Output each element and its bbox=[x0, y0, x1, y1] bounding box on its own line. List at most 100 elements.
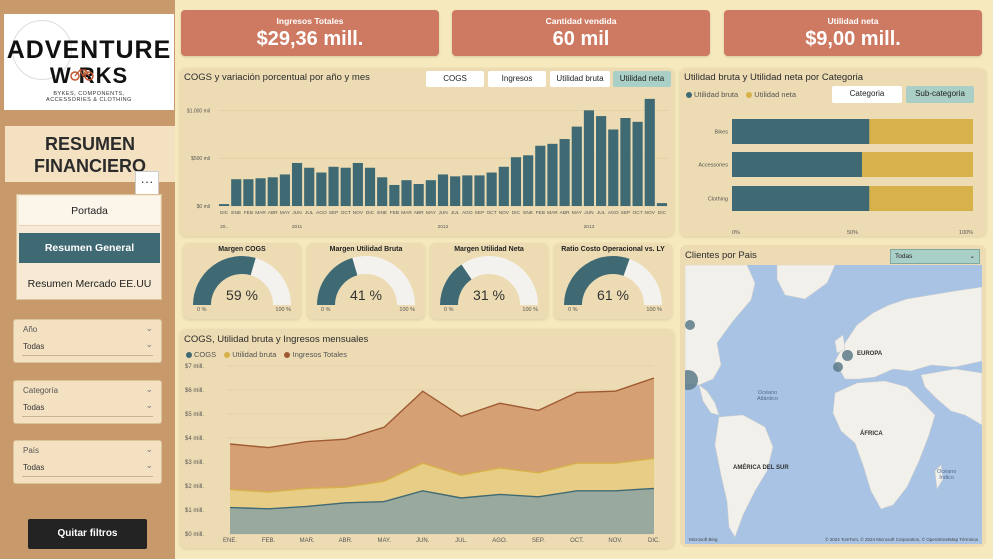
gauge-title: Margen COGS bbox=[218, 246, 266, 253]
x-tick-label: AGO. bbox=[492, 538, 507, 544]
gauge-arc bbox=[317, 256, 415, 306]
map-label-africa: ÁFRICA bbox=[860, 431, 883, 437]
legend-item: Utilidad neta bbox=[746, 90, 796, 99]
x-tick-label: ABR bbox=[268, 210, 278, 216]
bar bbox=[632, 121, 643, 206]
gauge-min: 0 % bbox=[321, 307, 331, 313]
clear-filters-button[interactable]: Quitar filtros bbox=[28, 519, 147, 549]
filter-divider bbox=[22, 355, 153, 356]
area-cogs bbox=[230, 488, 654, 534]
gauge-max: 100 % bbox=[646, 307, 662, 313]
map-title: Clientes por Pais bbox=[685, 250, 757, 261]
legend-item: Utilidad bruta bbox=[224, 350, 276, 359]
gauge-margen-cogs: Margen COGS 59 % 0 % 100 % bbox=[183, 243, 301, 319]
tab-cogs[interactable]: COGS bbox=[426, 71, 484, 87]
logo-text-line1: ADVENTURE bbox=[6, 36, 172, 64]
gauge-max: 100 % bbox=[275, 307, 291, 313]
nav-portada-button[interactable]: Portada bbox=[19, 196, 160, 226]
legend-label: Utilidad bruta bbox=[232, 350, 277, 359]
filter-year-value[interactable]: Todas bbox=[23, 342, 45, 351]
x-tick-label: JUL bbox=[305, 210, 314, 216]
logo-text-line2: W RKS bbox=[4, 63, 174, 89]
bicycle-icon bbox=[70, 69, 94, 81]
logo-tagline-2: ACCESSORIES & CLOTHING bbox=[46, 97, 132, 103]
x-tick-label: JUL bbox=[451, 210, 460, 216]
area-legend: COGS Utilidad bruta Ingresos Totales bbox=[186, 350, 353, 359]
x-tick-label: ENE bbox=[377, 210, 387, 216]
line-ingresos-totales bbox=[229, 377, 655, 449]
x-tick-label: DIC bbox=[220, 210, 229, 216]
map-country-selector[interactable]: Todas ⌄ bbox=[890, 249, 980, 264]
more-options-button[interactable]: ··· bbox=[135, 171, 159, 195]
gauge-margen-utilidad-bruta: Margen Utilidad Bruta 41 % 0 % 100 % bbox=[307, 243, 425, 319]
bar bbox=[571, 126, 582, 206]
chevron-down-icon[interactable]: ⌄ bbox=[145, 460, 153, 470]
y-tick-label: $4 mill. bbox=[185, 436, 204, 442]
bar bbox=[231, 179, 242, 206]
map-attribution[interactable]: © 2024 TomTom, © 2024 Microsoft Corporat… bbox=[825, 537, 978, 542]
map-ocean-indian: Océano Índico bbox=[937, 469, 956, 481]
gauge-margen-utilidad-neta: Margen Utilidad Neta 31 % 0 % 100 % bbox=[430, 243, 548, 319]
bar bbox=[340, 167, 351, 206]
tab-utilidad-neta[interactable]: Utilidad neta bbox=[613, 71, 671, 87]
bar bbox=[462, 175, 473, 206]
bar bbox=[243, 179, 254, 206]
report-title-line2: FINANCIERO bbox=[34, 156, 146, 176]
chevron-up-icon[interactable]: ⌄ bbox=[145, 384, 153, 394]
bar bbox=[437, 174, 449, 206]
filter-country-label: País bbox=[23, 446, 40, 455]
legend-label: Utilidad neta bbox=[754, 90, 796, 99]
chevron-up-icon[interactable]: ⌄ bbox=[145, 444, 153, 454]
bar bbox=[474, 175, 485, 206]
filter-category[interactable]: Categoría ⌄ Todas ⌄ bbox=[13, 380, 162, 424]
nav-resumen-mercado-button[interactable]: Resumen Mercado EE.UU bbox=[27, 278, 152, 290]
logo-tagline: BYKES, COMPONENTS, ACCESSORIES & CLOTHIN… bbox=[4, 91, 174, 103]
bar bbox=[255, 178, 266, 206]
sub-categoria-button[interactable]: Sub-categoria bbox=[906, 86, 974, 103]
map-bubble-canada[interactable] bbox=[685, 320, 695, 330]
tab-utilidad-bruta[interactable]: Utilidad bruta bbox=[550, 71, 610, 87]
kpi-ingresos-totales: Ingresos Totales $29,36 mill. bbox=[181, 10, 439, 56]
x-tick-label: MAY. bbox=[377, 538, 391, 544]
x-tick-label: JUL. bbox=[455, 538, 468, 544]
x-tick-label: NOV. bbox=[608, 538, 622, 544]
x-tick-label: JUN bbox=[292, 210, 302, 216]
chevron-down-icon[interactable]: ⌄ bbox=[145, 400, 153, 410]
gauge-max: 100 % bbox=[522, 307, 538, 313]
world-map[interactable]: EUROPA ÁFRICA AMÉRICA DEL SUR Océano Atl… bbox=[685, 265, 982, 544]
chevron-up-icon[interactable]: ⌄ bbox=[145, 323, 153, 333]
map-selector-value[interactable]: Todas bbox=[895, 253, 913, 260]
chevron-down-icon[interactable]: ⌄ bbox=[145, 339, 153, 349]
x-tick-label: FEB bbox=[390, 210, 399, 216]
monthly-area-chart: $7 mill. $6 mill. $5 mill. $4 mill. $3 mill.… bbox=[185, 364, 660, 544]
year-label: 20.. bbox=[220, 224, 228, 230]
tab-ingresos[interactable]: Ingresos bbox=[488, 71, 546, 87]
gauge-min: 0 % bbox=[444, 307, 454, 313]
x-tick-label: MAR bbox=[401, 210, 412, 216]
filter-country[interactable]: País ⌄ Todas ⌄ bbox=[13, 440, 162, 484]
line-utilidad-bruta bbox=[229, 457, 655, 493]
bar bbox=[583, 110, 595, 206]
bing-logo: Microsoft Bing bbox=[689, 537, 718, 542]
legend-label: Utilidad bruta bbox=[694, 90, 739, 99]
x-tick-label: AGO bbox=[316, 210, 327, 216]
chevron-down-icon[interactable]: ⌄ bbox=[969, 253, 975, 260]
ocean-label-line: Océano bbox=[757, 390, 778, 396]
map-bubble-usa[interactable] bbox=[685, 370, 698, 390]
filter-country-value[interactable]: Todas bbox=[23, 463, 45, 472]
year-label: 2011 bbox=[292, 224, 303, 230]
legend-dot-icon bbox=[746, 92, 753, 99]
map-bubble-france[interactable] bbox=[833, 362, 843, 372]
bar bbox=[389, 184, 400, 206]
filter-year[interactable]: Año ⌄ Todas ⌄ bbox=[13, 319, 162, 363]
gauge-value: 61 % bbox=[597, 287, 629, 303]
y-tick-label: $1 mill. bbox=[185, 508, 204, 514]
filter-category-value[interactable]: Todas bbox=[23, 403, 45, 412]
categoria-button[interactable]: Categoria bbox=[832, 86, 902, 103]
filter-divider bbox=[22, 476, 153, 477]
nav-resumen-general-button[interactable]: Resumen General bbox=[19, 233, 160, 263]
bar bbox=[219, 204, 230, 206]
category-chart-panel: Utilidad bruta y Utilidad neta por Categ… bbox=[680, 68, 986, 236]
gauge-ratio-costo-operacional: Ratio Costo Operacional vs. LY 61 % 0 % … bbox=[554, 243, 672, 319]
map-bubble-uk[interactable] bbox=[842, 350, 853, 361]
